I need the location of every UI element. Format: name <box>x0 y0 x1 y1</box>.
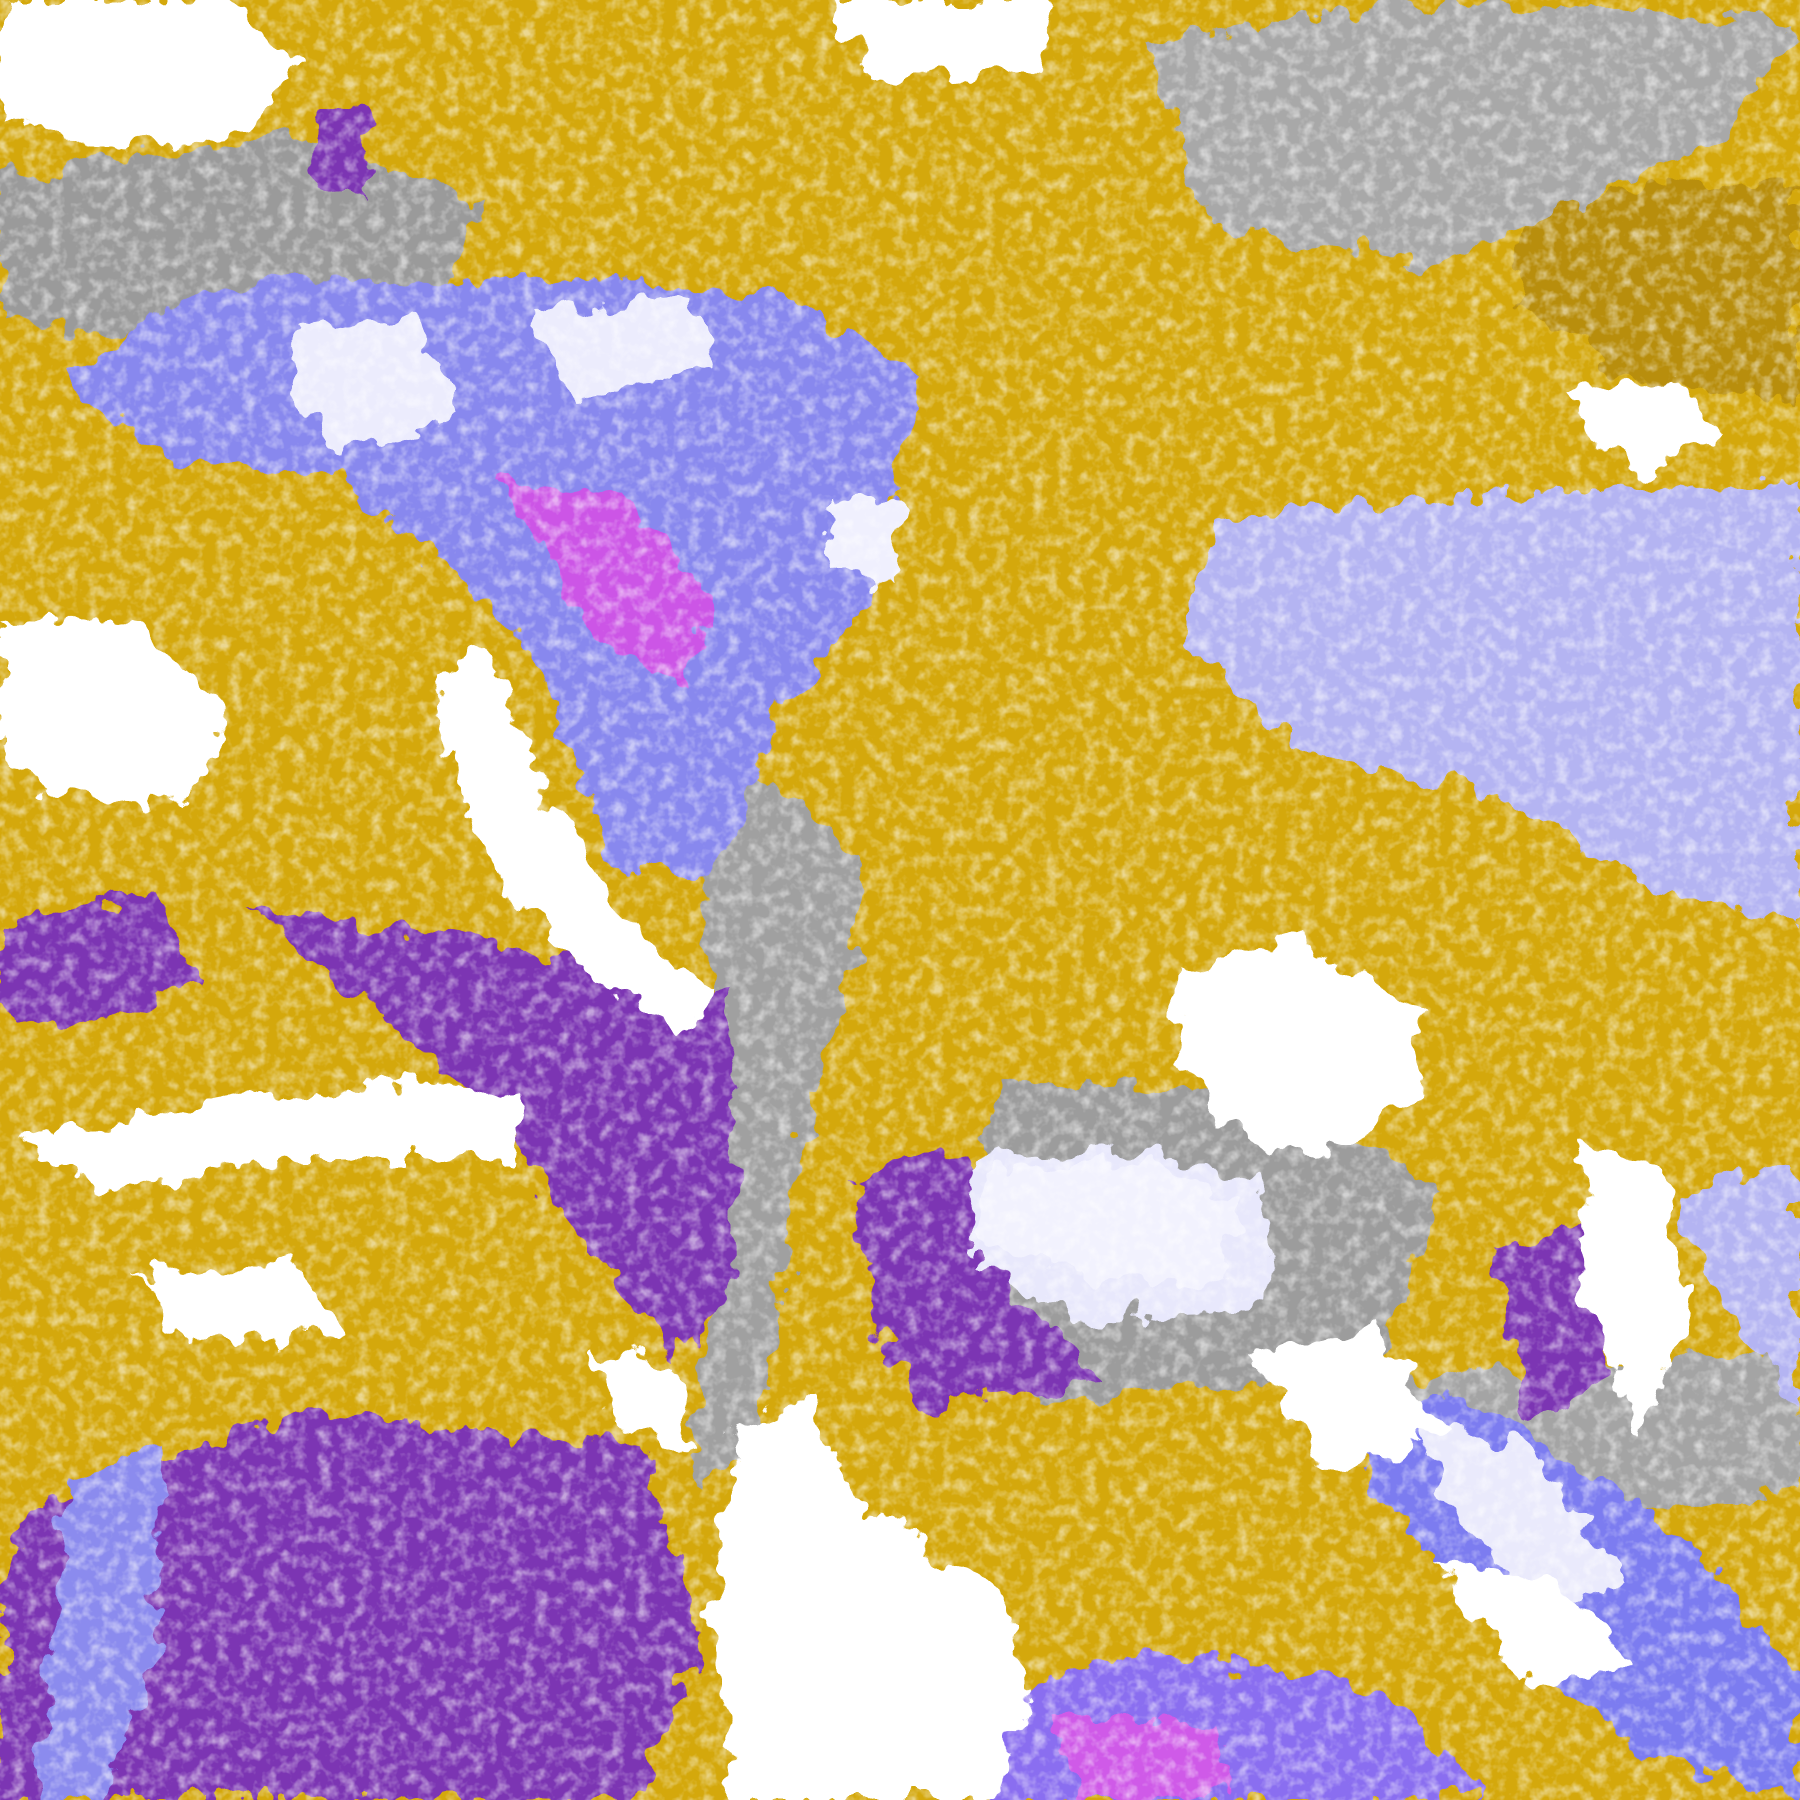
texture-overlay <box>0 0 1800 1800</box>
page <box>0 0 1800 1800</box>
satellite-image <box>0 0 1800 1800</box>
